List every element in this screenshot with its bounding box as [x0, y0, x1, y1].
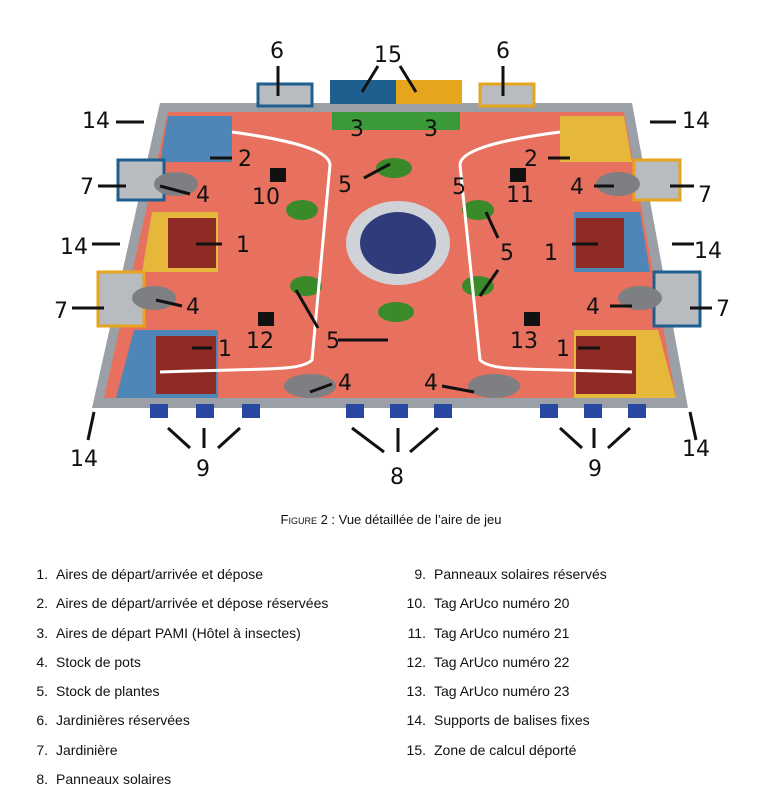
callout-14: 14	[682, 109, 710, 134]
callout-15: 15	[374, 43, 402, 68]
caption-figure-word: Figure	[280, 512, 317, 527]
start-area-1-left-bottom-inner	[156, 336, 216, 394]
callout-1: 1	[236, 233, 250, 258]
figure-caption: Figure 2 : Vue détaillée de l’aire de je…	[0, 512, 782, 527]
callout-10: 10	[252, 185, 280, 210]
callout-14: 14	[70, 447, 98, 472]
guide-line-right	[458, 130, 633, 374]
legend-item: 7. Jardinière	[36, 741, 118, 758]
central-disc-inner	[360, 212, 436, 274]
legend-item: 14. Supports de balises fixes	[406, 712, 590, 729]
callout-11: 11	[506, 183, 534, 208]
start-area-2-right	[560, 116, 632, 162]
callout-3: 3	[424, 117, 438, 142]
legend-item: 9. Panneaux solaires réservés	[414, 566, 607, 582]
game-field-figure: 15 6 6 14 14 14 14 14 14 7 7 7 7 3 3 2 2…	[54, 39, 730, 490]
callout-2: 2	[524, 147, 538, 172]
reserved-planter-right	[478, 82, 536, 108]
legend-item: 10. Tag ArUco numéro 20	[406, 595, 570, 612]
callout-6: 6	[270, 39, 284, 64]
legend-item: 6. Jardinières réservées	[36, 712, 190, 729]
callout-7: 7	[80, 175, 94, 200]
plant-stock	[462, 276, 494, 296]
callout-4: 4	[338, 371, 352, 396]
callout-12: 12	[246, 329, 274, 354]
callout-3: 3	[350, 117, 364, 142]
legend-item: 2. Aires de départ/arrivée et dépose rése…	[36, 595, 329, 612]
legend-item: 8. Panneaux solaires	[36, 771, 172, 788]
plant-stock	[376, 158, 412, 178]
callout-5: 5	[452, 175, 466, 200]
callout-1: 1	[544, 241, 558, 266]
legend-right-column: 9. Panneaux solaires réservés 10. Tag ArUc…	[402, 560, 607, 765]
callout-14: 14	[694, 239, 722, 264]
legend-item: 4. Stock de pots	[36, 653, 141, 670]
caption-text: 2 : Vue détaillée de l’aire de jeu	[316, 512, 502, 527]
callout-4: 4	[196, 183, 210, 208]
callout-5: 5	[500, 241, 514, 266]
start-area-2-left	[160, 116, 232, 162]
legend-item: 12. Tag ArUco numéro 22	[406, 653, 570, 670]
callout-4: 4	[424, 371, 438, 396]
callout-14: 14	[82, 109, 110, 134]
callout-5: 5	[326, 329, 340, 354]
legend-item: 1. Aires de départ/arrivée et dépose	[36, 566, 264, 582]
plant-stock	[286, 200, 318, 220]
pot-stock	[284, 374, 336, 398]
aruco-tag-21	[510, 168, 526, 182]
callout-2: 2	[238, 147, 252, 172]
legend-item: 5. Stock de plantes	[36, 683, 160, 700]
pot-stock	[596, 172, 640, 196]
callout-9: 9	[196, 457, 210, 482]
callout-1: 1	[556, 337, 570, 362]
plant-stock	[378, 302, 414, 322]
callout-9: 9	[588, 457, 602, 482]
pot-stock	[618, 286, 662, 310]
pami-start-area	[332, 112, 460, 130]
pot-stock	[468, 374, 520, 398]
remote-zone-yellow	[396, 80, 462, 104]
callout-4: 4	[586, 295, 600, 320]
legend-left-column: 1. Aires de départ/arrivée et dépose 2. Ai…	[32, 560, 328, 794]
callout-13: 13	[510, 329, 538, 354]
callout-7: 7	[698, 183, 712, 208]
legend-item: 3. Aires de départ PAMI (Hôtel à insectes…	[36, 624, 301, 641]
guide-line-left	[159, 130, 332, 374]
callout-1: 1	[218, 337, 232, 362]
aruco-tag-20	[270, 168, 286, 182]
solar-panels-bottom	[150, 404, 646, 418]
callout-4: 4	[186, 295, 200, 320]
legend-item: 15. Zone de calcul déporté	[406, 741, 577, 758]
callout-5: 5	[338, 173, 352, 198]
callout-14: 14	[60, 235, 88, 260]
callout-numbers: 15 6 6 14 14 14 14 14 14 7 7 7 7 3 3 2 2…	[54, 39, 730, 490]
callout-6: 6	[496, 39, 510, 64]
aruco-tag-23	[524, 312, 540, 326]
aruco-tag-22	[258, 312, 274, 326]
callout-8: 8	[390, 465, 404, 490]
start-area-1-right-bottom-inner	[576, 336, 636, 394]
callout-4: 4	[570, 175, 584, 200]
planter-right-top	[632, 158, 682, 202]
callout-lines	[72, 65, 712, 454]
callout-7: 7	[54, 299, 68, 324]
callout-14: 14	[682, 437, 710, 462]
pot-stock	[132, 286, 176, 310]
reserved-planter-left	[256, 82, 314, 108]
legend-item: 11. Tag ArUco numéro 21	[407, 624, 570, 641]
pot-stock	[154, 172, 198, 196]
callout-7: 7	[716, 297, 730, 322]
legend-item: 13. Tag ArUco numéro 23	[406, 683, 570, 700]
